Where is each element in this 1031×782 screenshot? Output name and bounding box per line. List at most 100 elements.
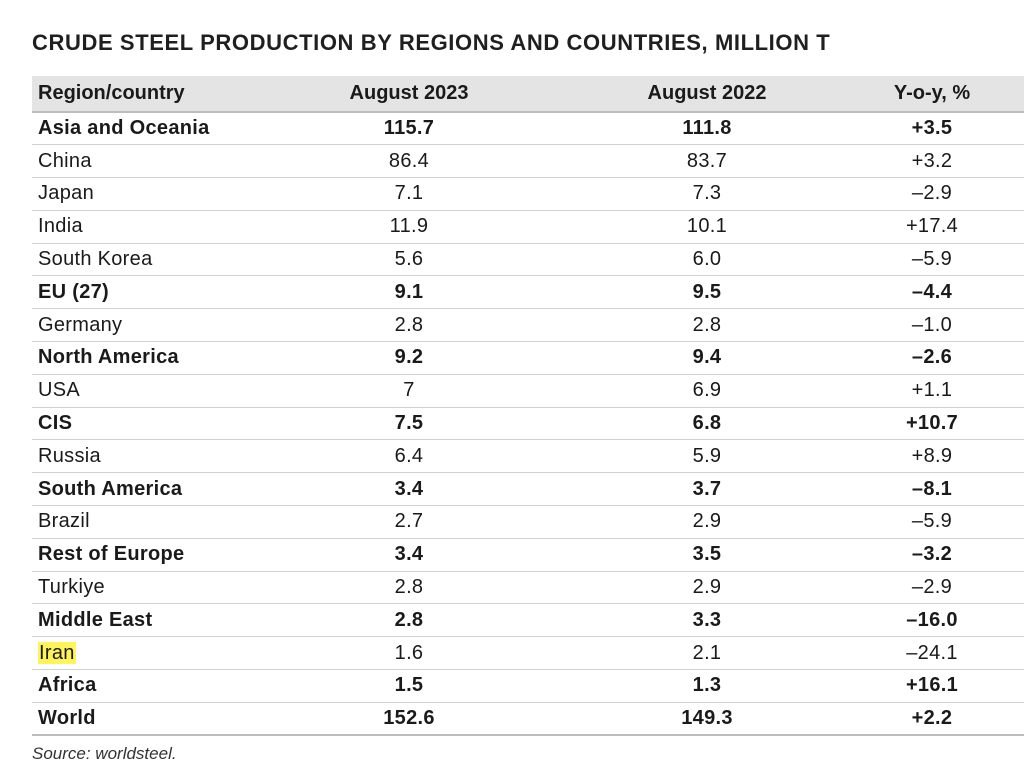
cell-aug-2023: 86.4 [244, 144, 574, 179]
cell-yoy: –8.1 [840, 472, 1024, 507]
cell-aug-2022: 111.8 [574, 112, 840, 146]
cell-aug-2022: 6.0 [574, 243, 840, 277]
cell-region: South America [32, 472, 244, 507]
cell-aug-2023: 115.7 [244, 112, 574, 146]
table-row: EU (27) 9.1 9.5 –4.4 [32, 275, 1024, 310]
cell-aug-2023: 9.2 [244, 341, 574, 375]
cell-aug-2022: 2.1 [574, 636, 840, 671]
cell-aug-2023: 2.7 [244, 505, 574, 539]
cell-aug-2022: 7.3 [574, 177, 840, 211]
table-row: North America 9.2 9.4 –2.6 [32, 341, 1024, 375]
cell-region: Rest of Europe [32, 538, 244, 572]
cell-region: Germany [32, 308, 244, 343]
header-row: Region/country August 2023 August 2022 Y… [32, 76, 1024, 113]
cell-yoy: +17.4 [840, 210, 1024, 244]
table-row: USA 7 6.9 +1.1 [32, 374, 1024, 408]
cell-aug-2023: 6.4 [244, 439, 574, 474]
cell-region: Middle East [32, 603, 244, 638]
table-row: Turkiye 2.8 2.9 –2.9 [32, 571, 1024, 605]
column-header-aug-2022: August 2022 [574, 76, 840, 113]
cell-aug-2023: 7.1 [244, 177, 574, 211]
table-header: Region/country August 2023 August 2022 Y… [32, 76, 1024, 113]
cell-yoy: –4.4 [840, 275, 1024, 310]
cell-aug-2022: 3.5 [574, 538, 840, 572]
cell-region: India [32, 210, 244, 244]
cell-yoy: –2.6 [840, 341, 1024, 375]
cell-region: World [32, 702, 244, 737]
column-header-aug-2023: August 2023 [244, 76, 574, 113]
table-row: South Korea 5.6 6.0 –5.9 [32, 243, 1024, 277]
source-note: Source: worldsteel. [32, 744, 177, 763]
cell-region: Russia [32, 439, 244, 474]
cell-aug-2022: 9.5 [574, 275, 840, 310]
cell-yoy: –5.9 [840, 505, 1024, 539]
cell-aug-2022: 149.3 [574, 702, 840, 737]
table-row: Middle East 2.8 3.3 –16.0 [32, 603, 1024, 638]
cell-aug-2022: 9.4 [574, 341, 840, 375]
cell-aug-2023: 3.4 [244, 538, 574, 572]
cell-yoy: –16.0 [840, 603, 1024, 638]
cell-region: China [32, 144, 244, 179]
table-body: Asia and Oceania 115.7 111.8 +3.5 China 86.4 8… [32, 112, 1024, 737]
cell-aug-2022: 2.9 [574, 505, 840, 539]
cell-yoy: –3.2 [840, 538, 1024, 572]
cell-aug-2023: 2.8 [244, 603, 574, 638]
cell-region: Iran [32, 636, 244, 671]
cell-yoy: –2.9 [840, 177, 1024, 211]
cell-aug-2023: 3.4 [244, 472, 574, 507]
cell-aug-2023: 2.8 [244, 571, 574, 605]
cell-aug-2022: 2.8 [574, 308, 840, 343]
cell-yoy: +2.2 [840, 702, 1024, 737]
cell-yoy: –2.9 [840, 571, 1024, 605]
column-header-region: Region/country [32, 76, 244, 113]
table-row: China 86.4 83.7 +3.2 [32, 144, 1024, 179]
cell-yoy: +1.1 [840, 374, 1024, 408]
table-row: Africa 1.5 1.3 +16.1 [32, 669, 1024, 703]
table-row: Japan 7.1 7.3 –2.9 [32, 177, 1024, 211]
cell-aug-2022: 3.7 [574, 472, 840, 507]
cell-aug-2023: 9.1 [244, 275, 574, 310]
cell-yoy: –24.1 [840, 636, 1024, 671]
cell-aug-2022: 6.9 [574, 374, 840, 408]
cell-region: USA [32, 374, 244, 408]
cell-yoy: +8.9 [840, 439, 1024, 474]
cell-aug-2022: 5.9 [574, 439, 840, 474]
cell-aug-2022: 1.3 [574, 669, 840, 703]
cell-aug-2022: 3.3 [574, 603, 840, 638]
cell-aug-2023: 7 [244, 374, 574, 408]
table-row: World 152.6 149.3 +2.2 [32, 702, 1024, 737]
cell-aug-2023: 152.6 [244, 702, 574, 737]
table-row: Germany 2.8 2.8 –1.0 [32, 308, 1024, 343]
table-row: Russia 6.4 5.9 +8.9 [32, 439, 1024, 474]
cell-yoy: +10.7 [840, 407, 1024, 441]
table-row: CIS 7.5 6.8 +10.7 [32, 407, 1024, 441]
cell-aug-2022: 10.1 [574, 210, 840, 244]
cell-yoy: –1.0 [840, 308, 1024, 343]
table-row: South America 3.4 3.7 –8.1 [32, 472, 1024, 507]
cell-aug-2022: 83.7 [574, 144, 840, 179]
cell-region: Turkiye [32, 571, 244, 605]
cell-aug-2022: 2.9 [574, 571, 840, 605]
table-row: Iran 1.6 2.1 –24.1 [32, 636, 1024, 671]
cell-region: Brazil [32, 505, 244, 539]
highlighted-text: Iran [38, 641, 76, 664]
cell-yoy: +3.2 [840, 144, 1024, 179]
steel-production-table: Region/country August 2023 August 2022 Y… [32, 76, 1024, 737]
table-row: Rest of Europe 3.4 3.5 –3.2 [32, 538, 1024, 572]
cell-aug-2023: 1.5 [244, 669, 574, 703]
cell-yoy: +16.1 [840, 669, 1024, 703]
table-row: Brazil 2.7 2.9 –5.9 [32, 505, 1024, 539]
cell-aug-2023: 2.8 [244, 308, 574, 343]
cell-region: Asia and Oceania [32, 112, 244, 146]
cell-aug-2023: 7.5 [244, 407, 574, 441]
cell-region: North America [32, 341, 244, 375]
cell-aug-2023: 1.6 [244, 636, 574, 671]
cell-region: South Korea [32, 243, 244, 277]
cell-region: Africa [32, 669, 244, 703]
cell-aug-2022: 6.8 [574, 407, 840, 441]
cell-aug-2023: 11.9 [244, 210, 574, 244]
column-header-yoy: Y-o-y, % [840, 76, 1024, 113]
cell-region: EU (27) [32, 275, 244, 310]
cell-aug-2023: 5.6 [244, 243, 574, 277]
cell-yoy: –5.9 [840, 243, 1024, 277]
